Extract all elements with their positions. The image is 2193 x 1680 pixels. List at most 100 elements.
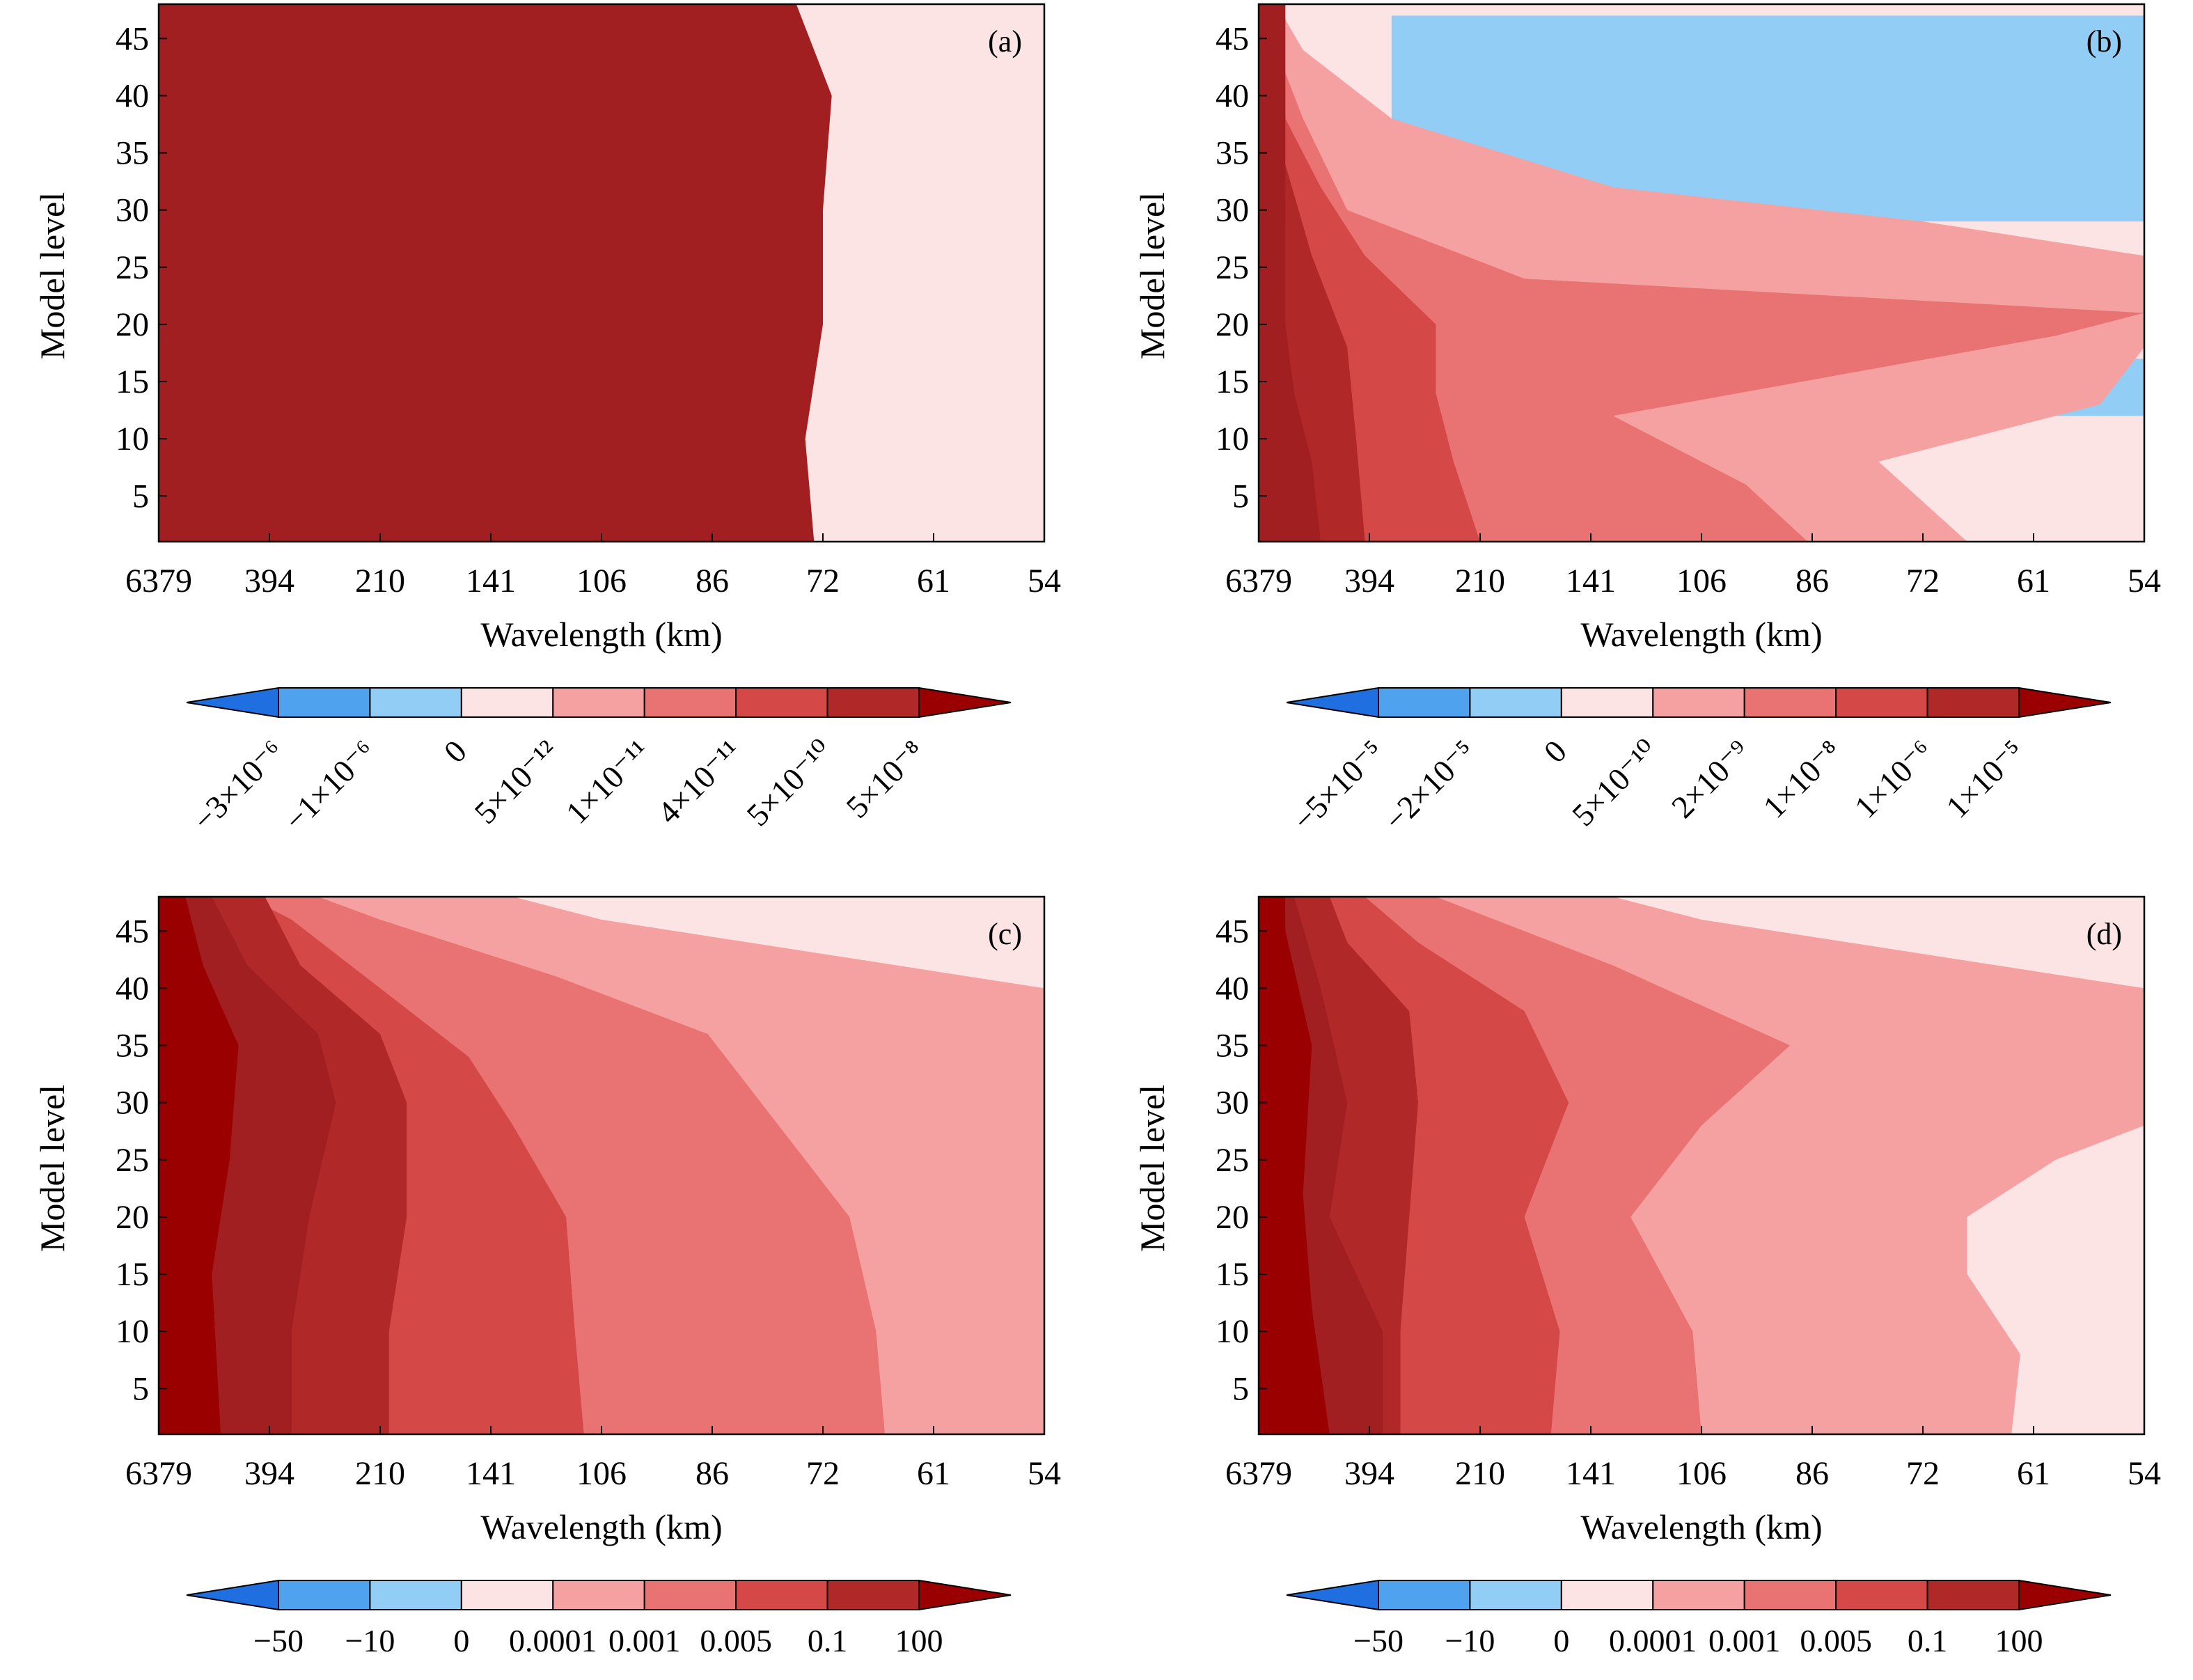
- panel-c-contours: [159, 897, 1044, 1434]
- panel-c-colorbar-label: 0.1: [808, 1623, 848, 1658]
- panel-b-label: (b): [2086, 24, 2122, 58]
- panel-c-colorbar-max-arrow: [918, 1579, 1012, 1611]
- panel-d-x-tick-label: 210: [1455, 1455, 1505, 1492]
- panel-d-colorbar-max-arrow: [2018, 1579, 2112, 1611]
- panel-b-colorbar-label: 1×10⁻⁵: [1939, 733, 2031, 825]
- panel-d-colorbar-swatch: [1652, 1580, 1745, 1610]
- panel-b-plot-area: [1257, 3, 2146, 543]
- panel-c-x-tick-label: 86: [695, 1455, 729, 1492]
- panel-d-x-tick-label: 86: [1795, 1455, 1829, 1492]
- panel-b-colorbar-swatch: [1652, 687, 1745, 718]
- panel-a-y-tick-label: 5: [132, 478, 149, 515]
- panel-c-y-tick-label: 10: [116, 1313, 149, 1350]
- panel-d-x-ticks: 6379 394 210 141 106 86 72 61 54: [1225, 1426, 2161, 1492]
- panel-d-y-tick-label: 45: [1216, 913, 1249, 950]
- panel-c-x-tick-label: 72: [806, 1455, 840, 1492]
- panel-b-colorbar-label: −2×10⁻⁵: [1377, 733, 1481, 838]
- panel-b-y-tick-label: 35: [1216, 135, 1249, 172]
- panel-d-colorbar: −50 −10 0 0.0001 0.001 0.005 0.1 100: [1286, 1579, 2112, 1658]
- panel-b-colorbar-max-arrow: [2018, 686, 2112, 719]
- panel-b-colorbar-swatch: [1743, 687, 1837, 718]
- panel-a-colorbar-swatch: [460, 687, 554, 718]
- panel-a-label: (a): [988, 24, 1022, 58]
- panel-b-colorbar-label: −5×10⁻⁵: [1286, 733, 1390, 838]
- panel-d-y-tick-label: 20: [1216, 1199, 1249, 1236]
- panel-d-label: (d): [2086, 917, 2122, 951]
- panel-d-x-tick-label: 61: [2017, 1455, 2050, 1492]
- panel-b: (b) 6379 394 210 141 106 86 72 61 54 5 10 15 20 25 30…: [1133, 3, 2161, 838]
- panel-d-colorbar-swatch: [1560, 1580, 1654, 1610]
- panel-a-x-tick-label: 106: [576, 563, 627, 599]
- panel-c-y-tick-label: 45: [116, 913, 149, 950]
- panel-a-x-tick-label: 61: [917, 563, 950, 599]
- panel-b-colorbar-label: 2×10⁻⁹: [1665, 733, 1756, 825]
- panel-d-contour-layer-6: [1259, 897, 1330, 1434]
- panel-c-x-tick-label: 106: [576, 1455, 627, 1492]
- panel-a-colorbar-label: −1×10⁻⁶: [277, 733, 382, 838]
- panel-d-y-axis-title: Model level: [1133, 1085, 1172, 1252]
- panel-a-x-ticks: 6379 394 210 141 106 86 72 61 54: [125, 533, 1061, 599]
- panel-b-x-tick-label: 61: [2017, 563, 2050, 599]
- panel-c-colorbar-swatch: [278, 1580, 371, 1610]
- panel-b-y-tick-label: 15: [1216, 363, 1249, 400]
- panel-c-colorbar-swatch: [369, 1580, 462, 1610]
- panel-d-x-tick-label: 141: [1566, 1455, 1616, 1492]
- panel-d-x-tick-label: 106: [1676, 1455, 1727, 1492]
- panel-b-x-tick-label: 210: [1455, 563, 1505, 599]
- panel-c-colorbar-swatch: [460, 1580, 554, 1610]
- panel-b-colorbar-swatch: [1926, 687, 2020, 718]
- panel-a-colorbar-max-arrow: [918, 686, 1012, 719]
- panel-d-x-tick-label: 6379: [1225, 1455, 1292, 1492]
- panel-c-y-axis-title: Model level: [33, 1085, 72, 1252]
- panel-a-colorbar-label: 5×10⁻⁸: [839, 733, 931, 825]
- panel-d-y-tick-label: 25: [1216, 1142, 1249, 1179]
- panel-a-colorbar-label: 0: [437, 733, 473, 769]
- panel-c-y-ticks: 5 10 15 20 25 30 35 40 45: [116, 913, 167, 1407]
- panel-d-colorbar-label: 0: [1553, 1623, 1569, 1658]
- panel-c-y-tick-label: 40: [116, 970, 149, 1007]
- panel-a-y-tick-label: 25: [116, 249, 149, 286]
- panel-c-colorbar-swatch: [643, 1580, 737, 1610]
- panel-c-x-tick-label: 141: [466, 1455, 516, 1492]
- panel-c-y-tick-label: 25: [116, 1142, 149, 1179]
- panel-d-x-tick-label: 72: [1906, 1455, 1940, 1492]
- panel-a-x-axis-title: Wavelength (km): [480, 615, 722, 654]
- panel-b-y-ticks: 5 10 15 20 25 30 35 40 45: [1216, 20, 1267, 515]
- panel-a-y-tick-label: 20: [116, 306, 149, 343]
- panel-d-x-tick-label: 394: [1344, 1455, 1394, 1492]
- panel-a-y-tick-label: 35: [116, 135, 149, 172]
- panel-d-colorbar-label: 0.001: [1708, 1623, 1781, 1658]
- panel-d-colorbar-label: 0.0001: [1609, 1623, 1697, 1658]
- panel-a-colorbar-label: 5×10⁻¹²: [467, 733, 565, 831]
- panel-a-y-tick-label: 40: [116, 77, 149, 114]
- panel-a-colorbar-label: 1×10⁻¹¹: [559, 733, 657, 831]
- panel-d-colorbar-label: 0.1: [1908, 1623, 1948, 1658]
- panel-d: (d) 6379 394 210 141 106 86 72 61 54 5 10 15 20 25 30…: [1133, 895, 2161, 1658]
- panel-a-x-tick-label: 6379: [125, 563, 192, 599]
- panel-a-plot-area: [157, 3, 1046, 543]
- panel-a-colorbar-min-arrow: [186, 686, 279, 719]
- panel-b-x-tick-label: 106: [1676, 563, 1727, 599]
- panel-d-colorbar-min-arrow: [1286, 1579, 1379, 1611]
- panel-b-y-axis-title: Model level: [1133, 192, 1172, 359]
- panel-a-y-tick-label: 30: [116, 192, 149, 229]
- panel-d-colorbar-swatch: [1469, 1580, 1562, 1610]
- panel-a-y-ticks: 5 10 15 20 25 30 35 40 45: [116, 20, 167, 515]
- panel-d-y-tick-label: 35: [1216, 1028, 1249, 1065]
- panel-c-x-tick-label: 61: [917, 1455, 950, 1492]
- panel-a-colorbar-swatch: [735, 687, 828, 718]
- panel-c: (c) 6379 394 210 141 106 86 72 61 54 5 10 15 20 25 30…: [33, 895, 1061, 1658]
- panel-c-x-tick-label: 394: [244, 1455, 294, 1492]
- panel-b-x-tick-label: 141: [1566, 563, 1616, 599]
- panel-c-y-tick-label: 20: [116, 1199, 149, 1236]
- panel-b-colorbar-swatch: [1469, 687, 1562, 718]
- panel-b-y-tick-label: 10: [1216, 421, 1249, 457]
- panel-b-x-tick-label: 394: [1344, 563, 1394, 599]
- panel-b-x-ticks: 6379 394 210 141 106 86 72 61 54: [1225, 533, 2161, 599]
- panel-c-x-axis-title: Wavelength (km): [480, 1507, 722, 1546]
- panel-c-y-tick-label: 15: [116, 1256, 149, 1293]
- panel-d-colorbar-label: 0.005: [1800, 1623, 1872, 1658]
- panel-b-y-tick-label: 45: [1216, 20, 1249, 57]
- panel-a-contour-layer-5: [159, 4, 832, 542]
- panel-d-colorbar-label: −10: [1445, 1623, 1495, 1658]
